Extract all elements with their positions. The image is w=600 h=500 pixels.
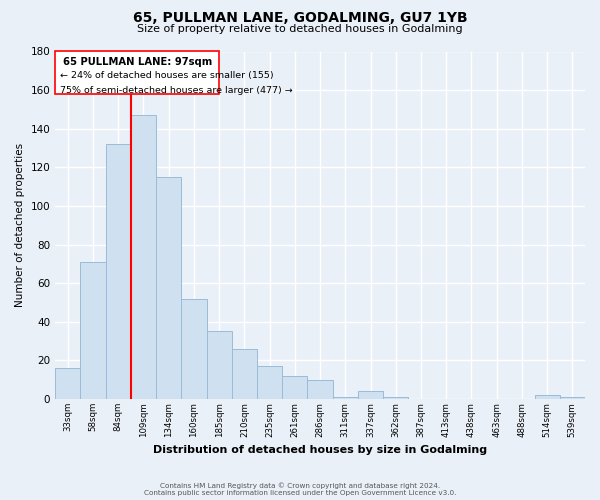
FancyBboxPatch shape bbox=[55, 52, 219, 94]
Text: 75% of semi-detached houses are larger (477) →: 75% of semi-detached houses are larger (… bbox=[60, 86, 293, 96]
Bar bbox=[332, 397, 358, 399]
Bar bbox=[80, 262, 106, 399]
Y-axis label: Number of detached properties: Number of detached properties bbox=[15, 143, 25, 308]
Bar bbox=[383, 397, 409, 399]
Bar bbox=[358, 392, 383, 399]
X-axis label: Distribution of detached houses by size in Godalming: Distribution of detached houses by size … bbox=[153, 445, 487, 455]
Text: ← 24% of detached houses are smaller (155): ← 24% of detached houses are smaller (15… bbox=[60, 71, 274, 80]
Bar bbox=[232, 349, 257, 399]
Bar bbox=[307, 380, 332, 399]
Text: Size of property relative to detached houses in Godalming: Size of property relative to detached ho… bbox=[137, 24, 463, 34]
Bar bbox=[560, 397, 585, 399]
Bar bbox=[181, 298, 206, 399]
Bar bbox=[206, 332, 232, 399]
Text: 65, PULLMAN LANE, GODALMING, GU7 1YB: 65, PULLMAN LANE, GODALMING, GU7 1YB bbox=[133, 11, 467, 25]
Bar bbox=[156, 177, 181, 399]
Bar bbox=[106, 144, 131, 399]
Bar bbox=[535, 395, 560, 399]
Text: 65 PULLMAN LANE: 97sqm: 65 PULLMAN LANE: 97sqm bbox=[62, 58, 212, 68]
Bar bbox=[55, 368, 80, 399]
Bar bbox=[131, 115, 156, 399]
Bar bbox=[257, 366, 282, 399]
Text: Contains public sector information licensed under the Open Government Licence v3: Contains public sector information licen… bbox=[144, 490, 456, 496]
Bar bbox=[282, 376, 307, 399]
Text: Contains HM Land Registry data © Crown copyright and database right 2024.: Contains HM Land Registry data © Crown c… bbox=[160, 482, 440, 489]
